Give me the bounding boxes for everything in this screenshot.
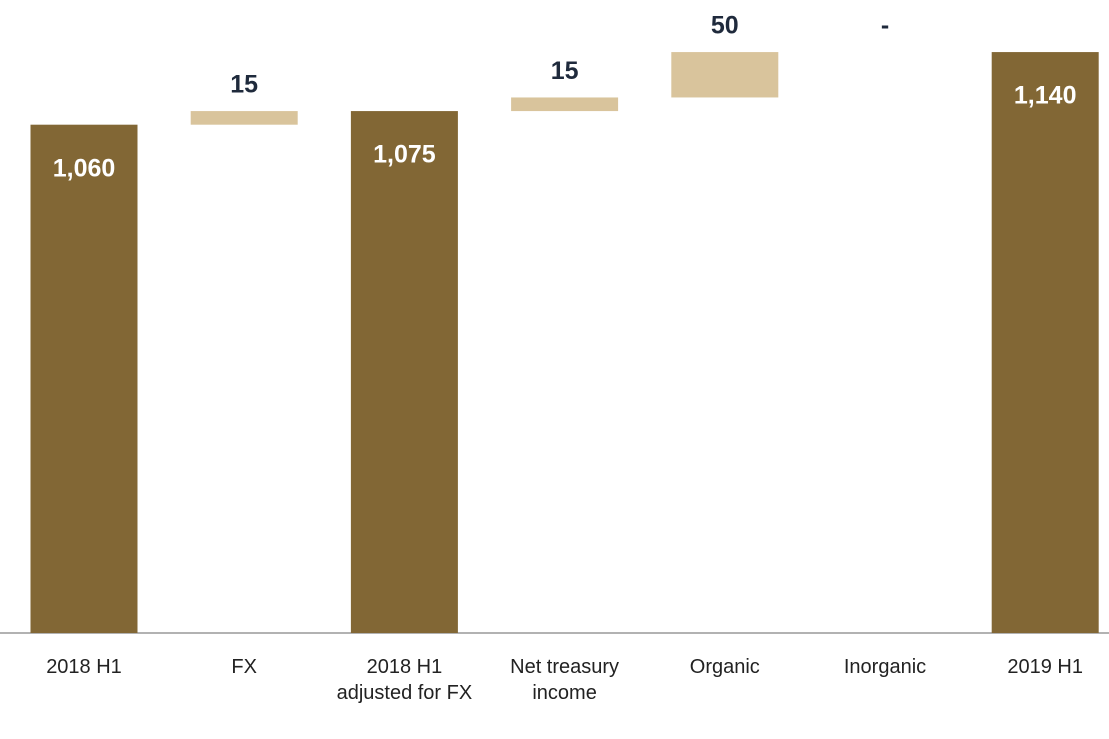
x-tick-label: Net treasury income bbox=[510, 656, 620, 704]
value-label: 15 bbox=[551, 57, 579, 85]
delta-bar bbox=[190, 111, 298, 125]
value-label: 50 bbox=[711, 12, 739, 40]
total-bar bbox=[30, 124, 138, 633]
value-label: 15 bbox=[230, 71, 258, 99]
total-bar bbox=[991, 52, 1099, 634]
x-tick-label: 2018 H1 bbox=[46, 656, 122, 678]
delta-bar bbox=[511, 97, 619, 112]
x-tick-label: Organic bbox=[689, 656, 760, 678]
x-tick-label: FX bbox=[231, 656, 257, 678]
x-tick-label: 2019 H1 bbox=[1007, 656, 1083, 678]
total-bar bbox=[350, 111, 458, 634]
value-label: - bbox=[881, 12, 889, 40]
value-label: 1,060 bbox=[53, 154, 116, 182]
value-label: 1,075 bbox=[373, 141, 436, 169]
value-label: 1,140 bbox=[1014, 82, 1077, 110]
x-tick-label: Inorganic bbox=[843, 656, 927, 678]
x-tick-label: 2018 H1 adjusted for FX bbox=[336, 656, 473, 704]
delta-bar bbox=[671, 52, 779, 98]
